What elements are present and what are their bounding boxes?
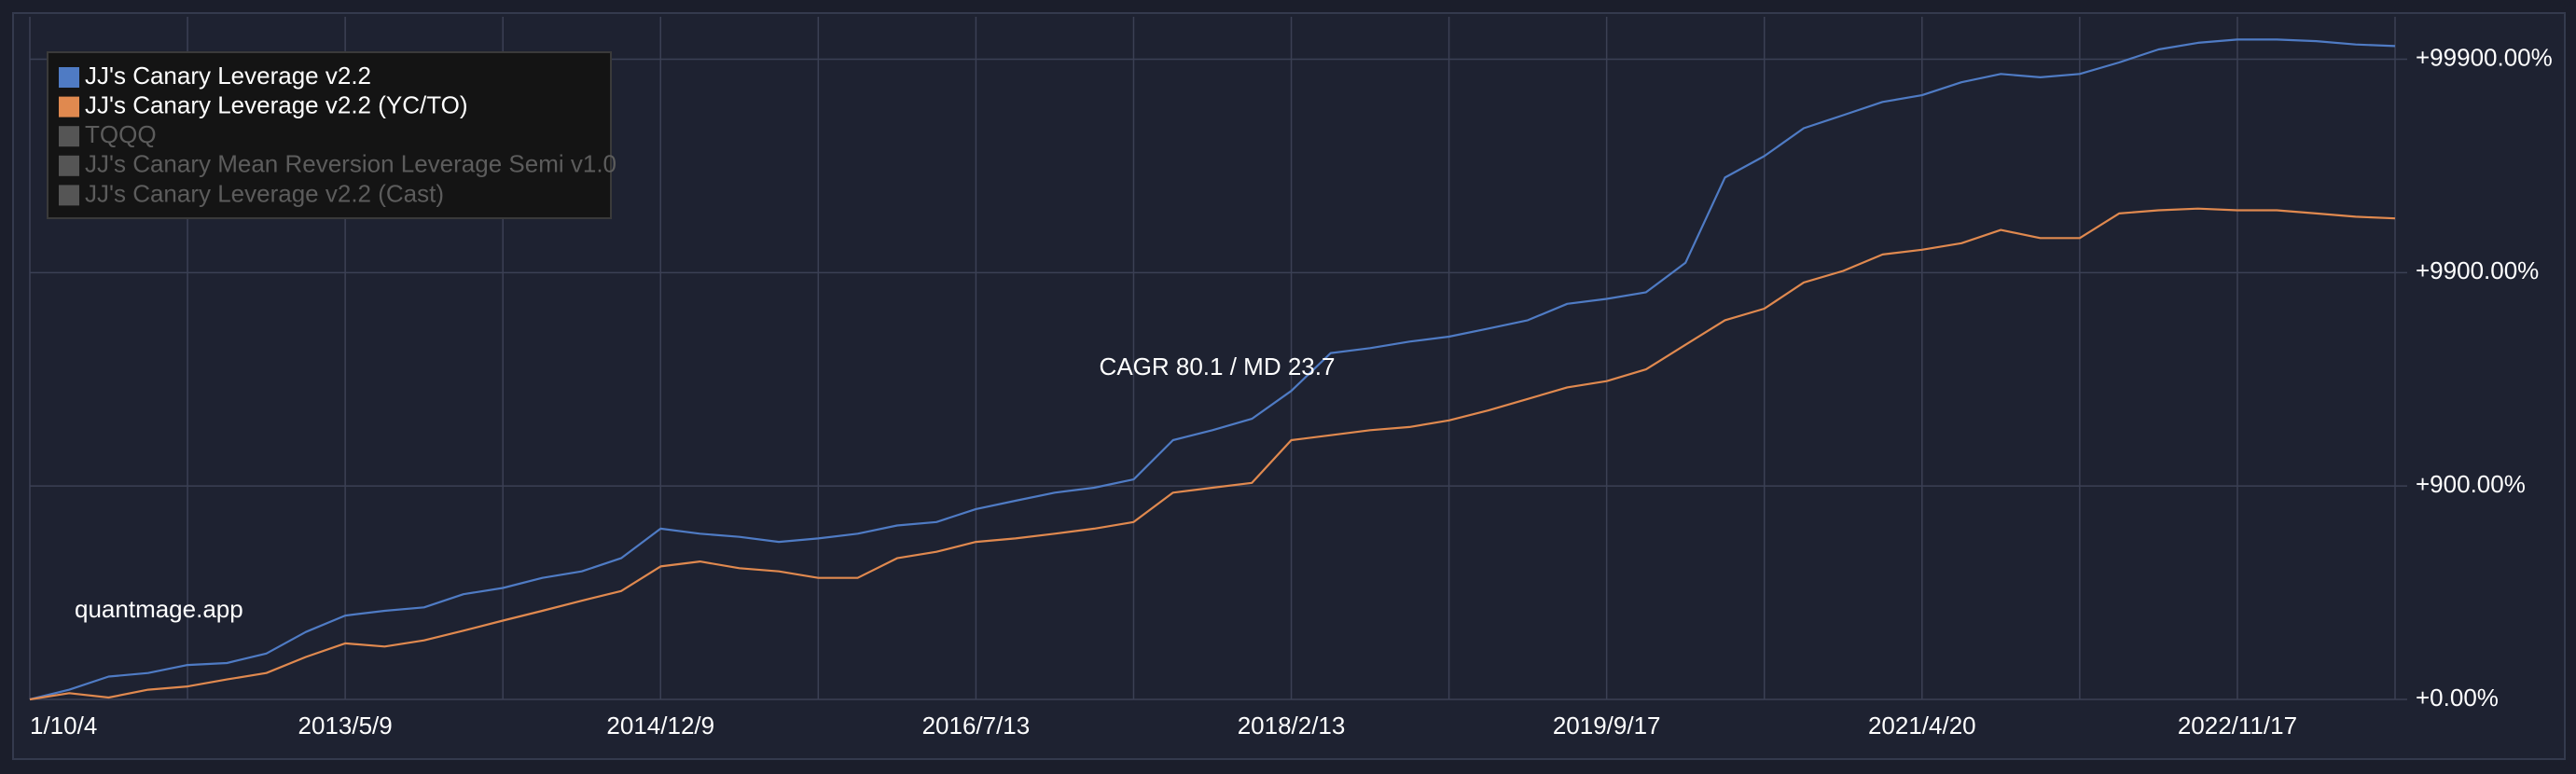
x-tick-label: 2018/2/13: [1238, 712, 1346, 739]
series-line: [29, 207, 2396, 701]
x-tick-label: 2021/4/20: [1868, 712, 1976, 739]
x-tick-label: 2022/11/17: [2178, 712, 2297, 739]
series-line: [29, 38, 2396, 701]
legend-label[interactable]: JJ's Canary Leverage v2.2 (Cast): [85, 179, 444, 207]
legend-swatch[interactable]: [59, 126, 79, 147]
y-tick-label: +99900.00%: [2416, 43, 2553, 71]
annotation: CAGR 80.1 / MD 23.7: [1100, 352, 1336, 380]
legend-label[interactable]: TQQQ: [85, 120, 157, 148]
legend-swatch[interactable]: [59, 155, 79, 176]
y-tick-label: +0.00%: [2416, 684, 2499, 712]
x-tick-label: 2016/7/13: [922, 712, 1031, 739]
y-tick-label: +9900.00%: [2416, 256, 2539, 284]
legend-label[interactable]: JJ's Canary Leverage v2.2 (YC/TO): [85, 90, 468, 118]
legend-swatch[interactable]: [59, 185, 79, 206]
x-tick-label: 2019/9/17: [1553, 712, 1661, 739]
legend-box: [47, 51, 612, 219]
legend-label[interactable]: JJ's Canary Mean Reversion Leverage Semi…: [85, 150, 616, 178]
y-tick-label: +900.00%: [2416, 470, 2526, 498]
legend-swatch[interactable]: [59, 67, 79, 88]
legend-label[interactable]: JJ's Canary Leverage v2.2: [85, 62, 371, 90]
watermark: quantmage.app: [75, 595, 243, 623]
x-tick-label: 1/10/4: [30, 712, 97, 739]
x-tick-label: 2013/5/9: [298, 712, 393, 739]
legend-swatch[interactable]: [59, 96, 79, 117]
x-tick-label: 2014/12/9: [606, 712, 714, 739]
